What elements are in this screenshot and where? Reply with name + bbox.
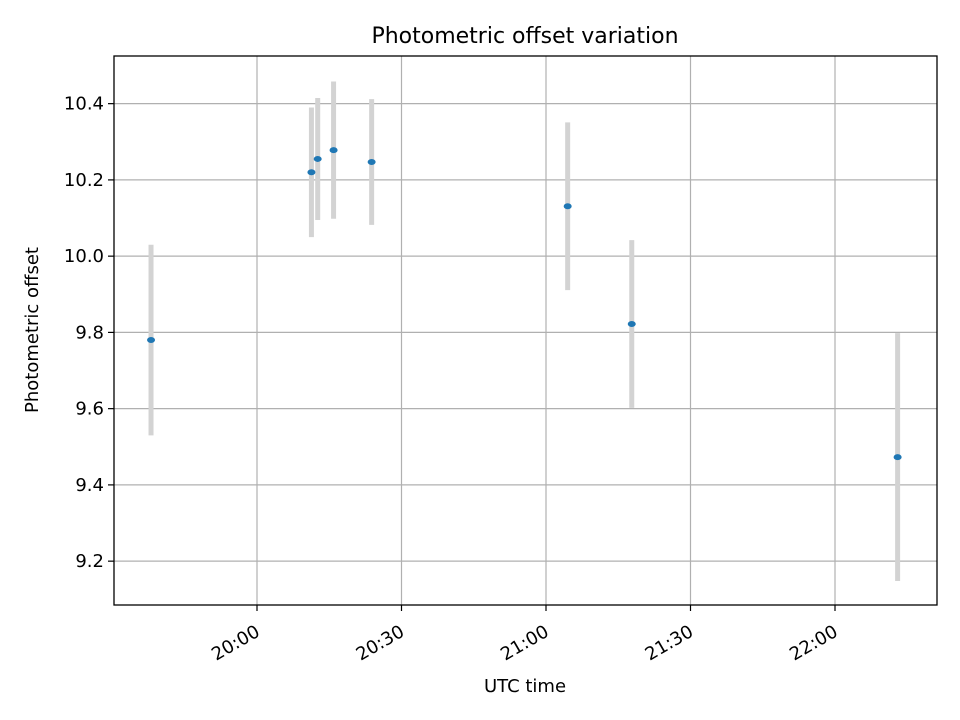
data-point: [147, 337, 156, 344]
data-point: [367, 158, 376, 165]
y-tick-label: 9.8: [75, 322, 104, 343]
plot-frame: [113, 55, 938, 606]
y-tick-label: 10.0: [64, 246, 104, 267]
data-point: [307, 169, 316, 176]
data-point: [313, 155, 322, 162]
y-tick-label: 10.2: [64, 170, 104, 191]
y-tick-label: 9.2: [75, 551, 104, 572]
data-point: [893, 454, 902, 461]
y-tick-label: 9.4: [75, 475, 104, 496]
y-tick-label: 9.6: [75, 399, 104, 420]
data-points: [147, 147, 902, 461]
chart-title: Photometric offset variation: [371, 24, 678, 49]
x-axis-label: UTC time: [484, 676, 566, 697]
y-tick-label: 10.4: [64, 94, 104, 115]
data-point: [563, 203, 572, 210]
data-point: [627, 321, 636, 328]
y-axis-label: Photometric offset: [22, 247, 43, 413]
grid: [114, 56, 937, 605]
plot-area: [114, 56, 937, 605]
data-point: [329, 147, 338, 154]
y-axis-ticks: 9.2 9.4 9.6 9.8 10.0 10.2 10.4: [64, 94, 114, 572]
